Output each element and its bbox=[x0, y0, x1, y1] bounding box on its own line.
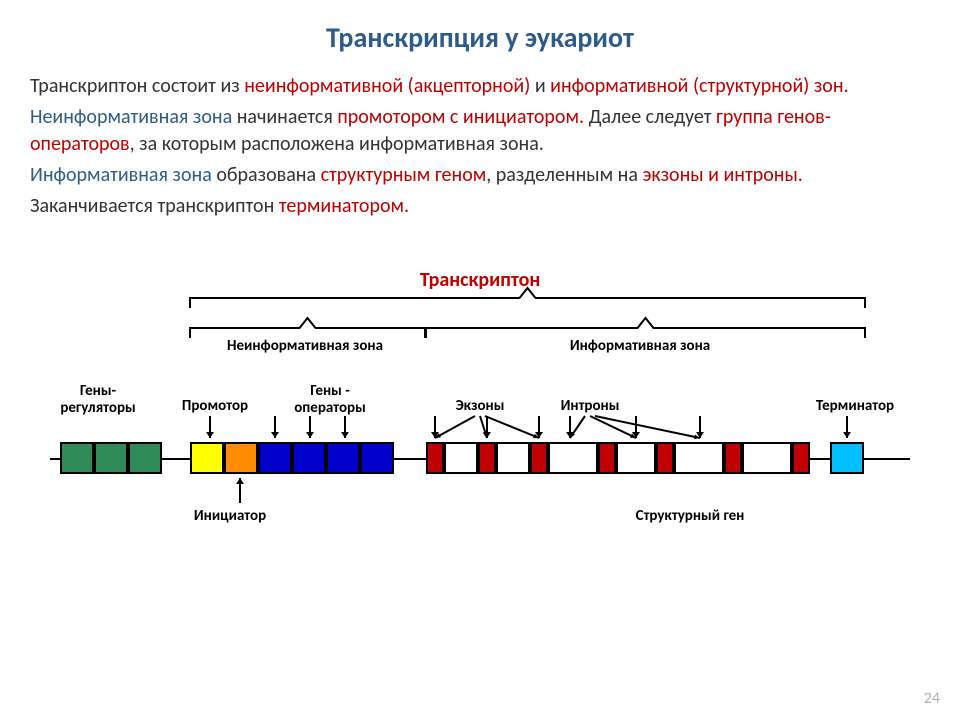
part-label-operators: Гены - операторы bbox=[280, 383, 380, 416]
gene-block bbox=[60, 442, 94, 474]
gene-block bbox=[598, 442, 616, 474]
gene-block bbox=[724, 442, 742, 474]
text-segment: структурным геном bbox=[321, 163, 487, 187]
text-segment: экзоны и интроны. bbox=[642, 163, 802, 187]
gene-block bbox=[444, 442, 478, 474]
gene-block bbox=[258, 442, 292, 474]
zone-label-info: Информативная зона bbox=[530, 338, 750, 355]
text-segment: Далее следует bbox=[589, 105, 716, 129]
text-segment: неинформативной (акцепторной) bbox=[244, 74, 535, 98]
paragraph-1: Транскриптон состоит из неинформативной … bbox=[30, 73, 930, 100]
text-segment: , за которым расположена информативная з… bbox=[130, 132, 544, 156]
gene-block bbox=[792, 442, 810, 474]
text-segment: терминатором. bbox=[279, 194, 409, 218]
gene-block bbox=[292, 442, 326, 474]
gene-block bbox=[496, 442, 530, 474]
gene-block bbox=[360, 442, 394, 474]
slide: Транскрипция у эукариот Транскриптон сос… bbox=[0, 0, 960, 568]
text-segment: промотором с инициатором. bbox=[337, 105, 588, 129]
paragraph-3: Информативная зона образована структурны… bbox=[30, 162, 930, 189]
part-label-regulators: Гены- регуляторы bbox=[48, 383, 148, 416]
text-segment: образована bbox=[216, 163, 320, 187]
below-label-structural: Структурный ген bbox=[600, 508, 780, 525]
page-number: 24 bbox=[924, 689, 940, 708]
gene-block bbox=[616, 442, 656, 474]
zone-label-noninfo: Неинформативная зона bbox=[195, 338, 415, 355]
transcripton-diagram: Транскриптон Неинформативная зона Информа… bbox=[30, 268, 930, 548]
gene-block bbox=[190, 442, 224, 474]
text-segment: и bbox=[535, 74, 550, 98]
gene-block bbox=[674, 442, 724, 474]
gene-block bbox=[742, 442, 792, 474]
gene-block bbox=[94, 442, 128, 474]
text-segment: Информативная зона bbox=[30, 163, 216, 187]
gene-block bbox=[426, 442, 444, 474]
below-label-initiator: Инициатор bbox=[180, 508, 280, 525]
text-segment: начинается bbox=[237, 105, 338, 129]
gene-block bbox=[830, 442, 864, 474]
part-label-introns: Интроны bbox=[550, 398, 630, 415]
slide-title: Транскрипция у эукариот bbox=[30, 20, 930, 55]
part-label-terminator: Терминатор bbox=[800, 398, 910, 415]
paragraph-4: Заканчивается транскриптон терминатором. bbox=[30, 193, 930, 220]
paragraph-2: Неинформативная зона начинается промотор… bbox=[30, 104, 930, 158]
part-label-exons: Экзоны bbox=[445, 398, 515, 415]
gene-block bbox=[548, 442, 598, 474]
part-label-promotor: Промотор bbox=[170, 398, 260, 415]
gene-block bbox=[478, 442, 496, 474]
text-segment: Заканчивается транскриптон bbox=[30, 194, 279, 218]
text-segment: , разделенным на bbox=[486, 163, 642, 187]
text-segment: информативной (структурной) зон. bbox=[550, 74, 848, 98]
text-segment: Транскриптон состоит из bbox=[30, 74, 244, 98]
gene-block bbox=[128, 442, 162, 474]
gene-block bbox=[530, 442, 548, 474]
text-segment: Неинформативная зона bbox=[30, 105, 237, 129]
gene-block bbox=[656, 442, 674, 474]
gene-block bbox=[326, 442, 360, 474]
gene-block bbox=[224, 442, 258, 474]
diagram-title: Транскриптон bbox=[30, 268, 930, 292]
